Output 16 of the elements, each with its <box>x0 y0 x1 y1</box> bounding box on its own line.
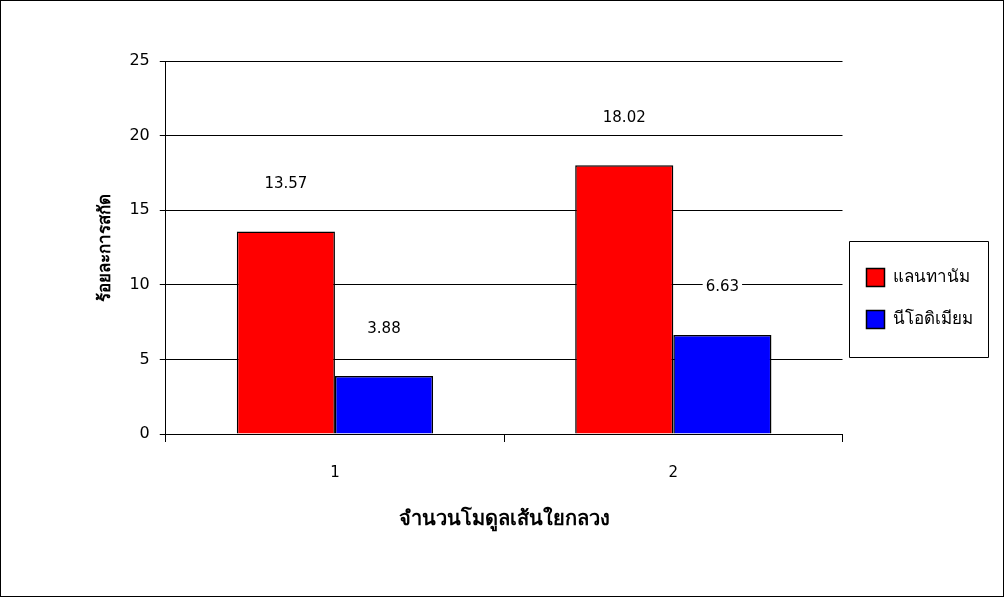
data-label: 13.57 <box>264 173 308 192</box>
legend-label: นีโอดิเมียม <box>893 307 973 328</box>
y-tick-label: 25 <box>129 50 150 70</box>
y-tick-label: 20 <box>129 124 150 144</box>
y-tick-label: 0 <box>139 423 150 443</box>
y-axis-title: ร้อยละการสกัด <box>93 193 114 302</box>
y-tick-label: 10 <box>129 273 150 293</box>
x-tick-label: 2 <box>668 462 679 481</box>
data-label: 18.02 <box>602 107 646 126</box>
y-tick-label: 5 <box>139 348 150 368</box>
data-label: 3.88 <box>367 318 401 337</box>
data-label: 6.63 <box>705 277 740 296</box>
x-axis-title: จำนวนโมดูลเส้นใยกลวง <box>398 506 610 533</box>
y-tick-label: 15 <box>129 199 150 219</box>
x-tick-label: 1 <box>330 462 340 481</box>
legend-label: แลนทานัม <box>893 265 970 286</box>
